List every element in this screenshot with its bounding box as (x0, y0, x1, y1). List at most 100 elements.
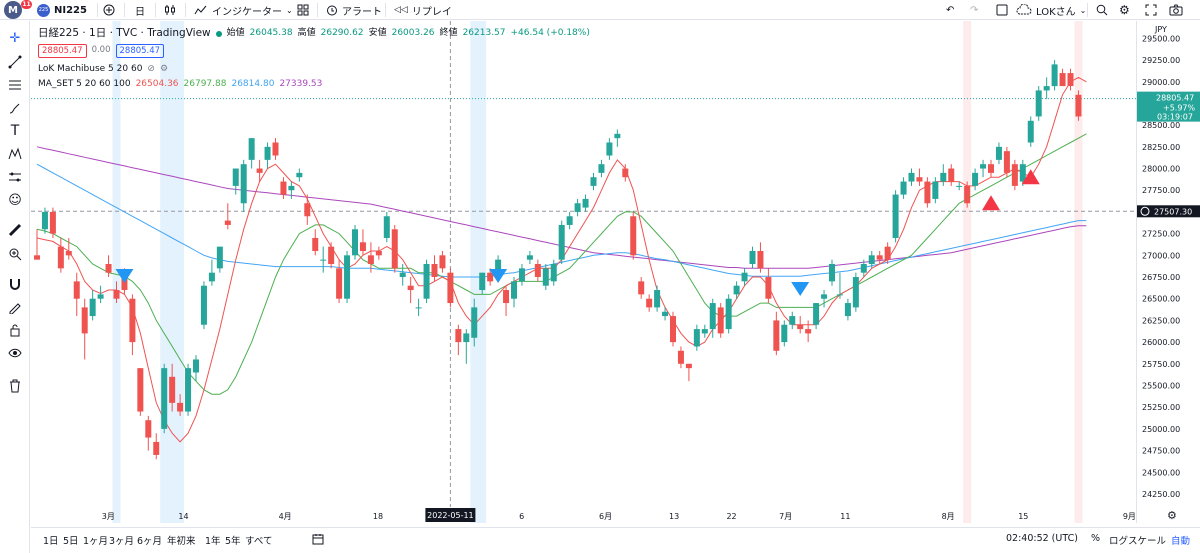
candle-body (614, 133, 621, 139)
range-button[interactable]: 6ヶ月 (137, 536, 163, 547)
hide-indicator-icon[interactable]: ⊘ (147, 64, 155, 74)
undo-button[interactable]: ↶ (946, 0, 954, 20)
candle-body (57, 246, 64, 269)
fib-tool[interactable] (5, 76, 25, 94)
sell-button[interactable]: 28805.47 (38, 43, 87, 58)
range-button[interactable]: すべて (245, 536, 273, 547)
candle-body (884, 246, 891, 260)
indicator-row-machibuse[interactable]: LoK Machibuse 5 20 60 ⊘ ⚙ (38, 62, 590, 77)
candle-body (662, 311, 669, 317)
goto-date-button[interactable] (312, 533, 324, 548)
remove-drawings-tool[interactable] (5, 377, 25, 395)
user-layout-button[interactable]: LOKさん ⌄ (1016, 0, 1086, 20)
fullscreen-button[interactable] (1145, 0, 1157, 20)
search-icon (1096, 4, 1108, 16)
alarm-clock-icon (327, 5, 337, 16)
compare-symbol-button[interactable] (103, 0, 115, 20)
interval-button[interactable]: 日 (135, 0, 145, 20)
clock-label[interactable]: 02:40:52 (UTC) (1006, 533, 1078, 544)
alert-button[interactable]: アラート (326, 0, 382, 20)
measure-tool[interactable] (5, 221, 25, 239)
price-chart[interactable] (31, 21, 1136, 523)
crosshair-tool[interactable]: ✛ (5, 29, 25, 47)
replay-button[interactable]: ◁◁ リプレイ (394, 0, 452, 20)
ma5-value: 26504.36 (135, 79, 179, 89)
chart-pane[interactable] (31, 21, 1136, 523)
zoom-tool[interactable] (5, 245, 25, 263)
chart-type-button[interactable] (164, 0, 176, 20)
buy-button[interactable]: 28805.47 (115, 43, 165, 58)
candle-body (805, 329, 812, 334)
layout-button[interactable] (996, 0, 1008, 20)
prediction-tool[interactable] (5, 168, 25, 186)
highlight-band (470, 21, 487, 523)
candle-body (312, 237, 319, 251)
lock-drawings-tool[interactable] (5, 321, 25, 339)
pattern-icon (8, 147, 22, 160)
range-button[interactable]: 3ヶ月 (109, 536, 135, 547)
templates-button[interactable] (297, 0, 309, 20)
text-tool[interactable]: T (5, 122, 25, 140)
candle-body (81, 307, 88, 334)
legend-main-row: 日経225 · 1日 · TVC · TradingView 始値 26045.3… (38, 26, 590, 41)
last-price-tag (1137, 91, 1200, 122)
legend-title[interactable]: 日経225 · 1日 · TVC · TradingView (38, 27, 211, 39)
pattern-tool[interactable] (5, 145, 25, 163)
stay-drawing-tool[interactable] (5, 298, 25, 316)
countdown-label: 03:19:07 (1157, 113, 1193, 122)
percent-toggle[interactable]: % (1091, 533, 1101, 544)
candle-body (113, 290, 120, 299)
range-button[interactable]: 5年 (225, 536, 241, 547)
candle-body (208, 272, 215, 282)
time-tick-label: 7月 (779, 512, 792, 521)
bottom-toolbar: 1日 5日 1ヶ月 3ヶ月 6ヶ月 年初来 1年 5年 すべて 02:40:52 (UTC) %… (31, 527, 1200, 553)
range-button[interactable]: 1ヶ月 (83, 536, 109, 547)
candle-body (407, 285, 414, 291)
price-tick-label: 24500.00 (1142, 468, 1180, 477)
trend-line-tool[interactable] (5, 53, 25, 71)
candle-body (367, 255, 374, 264)
symbol-search[interactable]: 225 NI225 (37, 0, 87, 20)
highlight-band (160, 21, 185, 523)
replay-label: リプレイ (411, 6, 452, 18)
candle-body (924, 181, 931, 204)
time-tick-label: 11 (840, 512, 850, 521)
indicator-settings-icon[interactable]: ⚙ (159, 64, 169, 74)
search-button[interactable] (1096, 0, 1108, 20)
hide-drawings-tool[interactable] (5, 344, 25, 362)
magnet-tool[interactable] (5, 275, 25, 293)
indicators-button[interactable]: インジケーター ⌄ (194, 0, 293, 20)
grid-icon (297, 4, 309, 16)
open-value: 26045.38 (249, 28, 293, 38)
redo-button[interactable]: ↷ (970, 0, 978, 20)
range-button[interactable]: 5日 (63, 536, 79, 547)
price-tick-label: 29000.00 (1142, 78, 1180, 87)
auto-scale-toggle[interactable]: 自動 (1171, 536, 1191, 547)
log-scale-toggle[interactable]: ログスケール (1109, 536, 1167, 547)
time-tick-label: 3月 (102, 512, 115, 521)
range-button[interactable]: 1年 (205, 536, 221, 547)
emoji-tool[interactable]: ☺ (5, 191, 25, 209)
range-button[interactable]: 1日 (43, 536, 59, 547)
user-avatar[interactable]: M 11 (4, 0, 32, 19)
candle-body (73, 281, 80, 299)
snapshot-button[interactable] (1169, 0, 1183, 20)
price-axis[interactable]: JPY29500.0029250.0029000.0028750.0028500… (1136, 21, 1200, 523)
trash-icon (10, 379, 20, 393)
sell-signal-marker (791, 282, 810, 297)
candle-body (829, 264, 835, 282)
range-button[interactable]: 年初来 (167, 536, 196, 547)
indicator-row-maset[interactable]: MA_SET 5 20 60 100 26504.36 26797.88 268… (38, 77, 590, 92)
candle-body (487, 272, 494, 282)
candle-body (988, 164, 994, 173)
candle-body (630, 216, 637, 256)
candle-body (272, 142, 279, 156)
time-axis[interactable]: 3月144月185月66月13227月118月159月2022-05-11 (31, 507, 1136, 523)
brush-tool[interactable] (5, 99, 25, 117)
candle-body (852, 277, 859, 308)
candle-body (145, 420, 152, 438)
price-tick-label: 28000.00 (1142, 165, 1180, 174)
redo-icon: ↷ (970, 4, 979, 16)
settings-button[interactable]: ⚙ (1119, 0, 1130, 20)
candle-body (876, 255, 883, 260)
